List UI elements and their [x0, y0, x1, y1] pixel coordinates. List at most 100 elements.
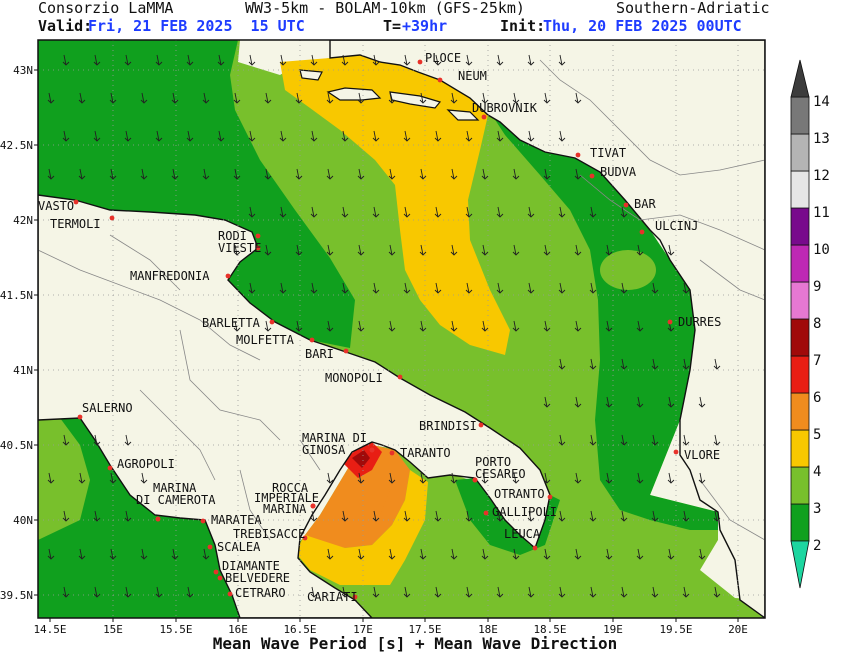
direction-arrow — [543, 244, 551, 256]
city-marker — [225, 273, 231, 279]
direction-arrow — [605, 472, 613, 484]
longitude-axis: 14.5E 15E 15.5E 16E 16.5E 17E 17.5E 18E 18.5E 19E… — [33, 618, 748, 636]
city: MANFREDONIA — [130, 269, 231, 283]
direction-arrow — [233, 244, 241, 256]
direction-arrow — [248, 206, 256, 218]
city: SALERNO — [77, 401, 133, 420]
direction-arrow — [512, 244, 520, 256]
direction-arrow — [326, 320, 334, 332]
direction-arrow — [357, 472, 365, 484]
direction-arrow — [450, 472, 458, 484]
direction-arrow — [589, 206, 597, 218]
direction-arrow — [543, 548, 551, 560]
city: TIVAT — [575, 146, 626, 160]
direction-arrow — [186, 586, 194, 598]
city-marker — [213, 569, 219, 575]
direction-arrow — [527, 586, 535, 598]
direction-arrow — [651, 282, 659, 294]
direction-arrow — [388, 168, 396, 180]
colorbar-max-triangle — [790, 59, 810, 98]
city-label: DIAMANTE — [222, 559, 280, 573]
city-marker — [107, 465, 113, 471]
direction-arrow — [465, 510, 473, 522]
direction-arrow — [682, 358, 690, 370]
city-label: CESAREO — [475, 467, 526, 481]
direction-arrow — [512, 548, 520, 560]
direction-arrow — [698, 396, 706, 408]
city-marker — [309, 337, 315, 343]
city-label: LEUCA — [504, 527, 541, 541]
lat-tick-label: 42.5N — [0, 139, 33, 152]
city-label: MONOPOLI — [325, 371, 383, 385]
direction-arrow — [698, 472, 706, 484]
city: CETRARO — [227, 586, 286, 600]
direction-arrow — [558, 282, 566, 294]
lon-tick-label: 15E — [103, 623, 123, 636]
direction-arrow — [713, 434, 721, 446]
direction-arrow — [140, 168, 148, 180]
direction-arrow — [109, 92, 117, 104]
direction-arrow — [109, 168, 117, 180]
direction-arrow — [527, 510, 535, 522]
city-marker — [389, 450, 395, 456]
direction-arrow — [605, 244, 613, 256]
direction-arrow — [558, 510, 566, 522]
city-marker — [472, 477, 478, 483]
city-marker — [575, 152, 581, 158]
direction-arrow — [574, 396, 582, 408]
wave-direction-arrows — [47, 54, 721, 598]
direction-arrow — [698, 548, 706, 560]
direction-arrow — [403, 54, 411, 66]
city-label: BARLETTA — [202, 316, 261, 330]
colorbar-label: 5 — [813, 427, 821, 443]
direction-arrow — [419, 244, 427, 256]
city-label: VASTO — [38, 199, 74, 213]
colorbar-label: 9 — [813, 279, 821, 295]
taranto-darkred-core — [352, 450, 370, 468]
lat-tick-label: 40N — [13, 514, 33, 527]
city-marker — [155, 516, 161, 522]
direction-arrow — [574, 92, 582, 104]
city: BELVEDERE — [217, 571, 290, 585]
city-label: GINOSA — [302, 443, 346, 457]
city-marker — [532, 545, 538, 551]
direction-arrow — [527, 206, 535, 218]
lon-tick-label: 19E — [603, 623, 623, 636]
city: DUBROVNIK — [472, 101, 538, 120]
city: CESAREO — [472, 467, 526, 483]
colorbar-segment — [790, 96, 810, 135]
direction-arrow — [326, 92, 334, 104]
direction-arrow — [651, 586, 659, 598]
city-label: TERMOLI — [50, 217, 101, 231]
direction-arrow — [682, 434, 690, 446]
city: TREBISACCE — [233, 527, 308, 541]
island — [446, 109, 480, 121]
city-marker — [623, 202, 629, 208]
city-marker — [207, 544, 213, 550]
direction-arrow — [419, 320, 427, 332]
direction-arrow — [124, 54, 132, 66]
direction-arrow — [713, 358, 721, 370]
direction-arrow — [403, 510, 411, 522]
direction-arrow — [636, 472, 644, 484]
direction-arrow — [543, 396, 551, 408]
direction-arrow — [78, 168, 86, 180]
city-marker — [255, 245, 261, 251]
direction-arrow — [620, 358, 628, 370]
colorbar-segment — [790, 133, 810, 172]
direction-arrow — [620, 510, 628, 522]
city-marker — [302, 535, 308, 541]
colorbar-label: 6 — [813, 390, 821, 406]
city-marker — [478, 422, 484, 428]
city-marker — [673, 449, 679, 455]
city-marker — [481, 114, 487, 120]
city-marker — [200, 518, 206, 524]
city: CARIATI — [307, 590, 358, 604]
direction-arrow — [310, 282, 318, 294]
direction-arrow — [388, 320, 396, 332]
tyrrhenian-green — [38, 418, 240, 618]
direction-arrow — [295, 92, 303, 104]
direction-arrow — [372, 510, 380, 522]
city-label: DI CAMEROTA — [136, 493, 216, 507]
